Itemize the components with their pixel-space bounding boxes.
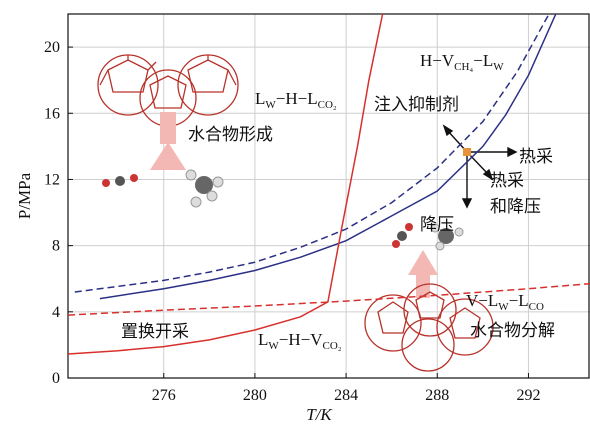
decomposition-arrow: [408, 250, 438, 275]
annotation-text: 热采: [519, 147, 553, 167]
annotation-text: L: [258, 330, 268, 349]
annotation-text: H−V: [420, 51, 455, 70]
annotation-subscript: CH₄: [454, 61, 473, 73]
annotation-text: −L: [509, 291, 529, 310]
annotation-text: −H−L: [276, 89, 318, 108]
x-tick-label: 276: [152, 387, 176, 404]
annotation-text: 热采: [490, 171, 524, 191]
chart: 048121620276280284288292T/KP/MPaLW−H−LCO…: [0, 0, 590, 426]
annotation-text: −L: [473, 51, 493, 70]
annotation: 水合物形成: [188, 125, 273, 145]
x-axis-label: T/K: [306, 405, 333, 424]
annotation-subscript: W: [268, 340, 279, 352]
formation-arrow-stem: [160, 112, 176, 144]
decomposition-arrow-stem: [416, 274, 430, 298]
annotation-text: 置换开采: [121, 322, 189, 342]
annotation: V−LW−LCO: [466, 291, 544, 313]
annotation-subscript: CO₂: [318, 99, 337, 111]
y-tick-label: 0: [52, 370, 60, 387]
x-tick-label: 280: [243, 387, 267, 404]
x-tick-label: 288: [425, 387, 449, 404]
current-state-marker: [463, 148, 471, 156]
annotation: LW−H−VCO₂: [258, 330, 342, 352]
annotation-text: 和降压: [490, 197, 541, 217]
annotation: 热采: [519, 147, 553, 167]
y-tick-label: 20: [44, 39, 60, 56]
method-arrows: [444, 126, 516, 207]
annotation-subscript: W: [498, 301, 509, 313]
annotation: H−VCH₄−LW: [420, 51, 504, 73]
annotation-subscript: CO: [529, 301, 544, 313]
annotation: 热采: [490, 171, 524, 191]
annotation: 和降压: [490, 197, 541, 217]
annotation-text: L: [255, 89, 265, 108]
x-tick-label: 292: [516, 387, 540, 404]
annotation: 降压: [420, 215, 454, 235]
y-axis-label: P/MPa: [15, 172, 34, 219]
annotation-text: −H−V: [279, 330, 323, 349]
y-tick-label: 8: [52, 238, 60, 255]
y-tick-label: 12: [44, 171, 60, 188]
annotation: 水合物分解: [470, 321, 555, 341]
x-tick-label: 284: [334, 387, 358, 404]
annotation: 注入抑制剂: [374, 95, 459, 115]
annotation-text: V−L: [466, 291, 498, 310]
molecules-left: [102, 170, 223, 207]
annotation: LW−H−LCO₂: [255, 89, 337, 111]
annotation-subscript: W: [493, 61, 504, 73]
annotation-text: 降压: [420, 215, 454, 235]
annotation-text: 注入抑制剂: [374, 95, 459, 115]
y-tick-label: 4: [52, 304, 60, 321]
curve: [68, 14, 383, 354]
annotation-subscript: W: [265, 99, 276, 111]
annotation-text: 水合物分解: [470, 321, 555, 341]
formation-arrow: [150, 142, 186, 170]
y-tick-label: 16: [44, 105, 60, 122]
annotation-text: 水合物形成: [188, 125, 273, 145]
annotation-subscript: CO₂: [323, 340, 342, 352]
annotation: 置换开采: [121, 322, 189, 342]
